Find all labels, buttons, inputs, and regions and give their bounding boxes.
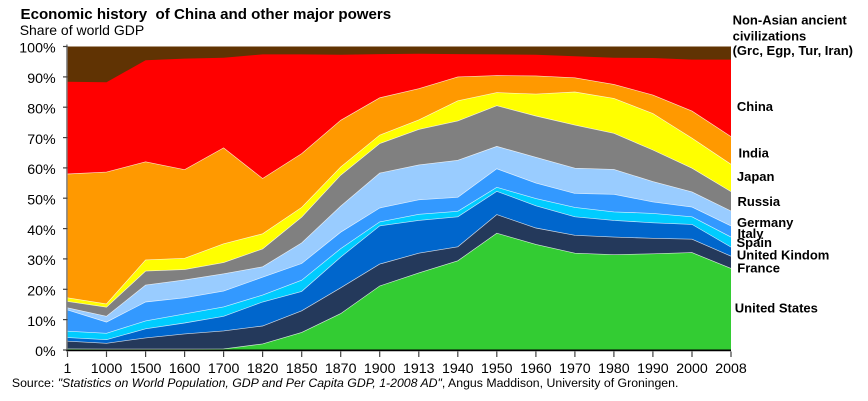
svg-text:1700: 1700 bbox=[208, 361, 240, 377]
svg-text:Source: "Statistics on World P: Source: "Statistics on World Population,… bbox=[12, 376, 679, 390]
svg-text:1820: 1820 bbox=[247, 361, 279, 377]
svg-text:1000: 1000 bbox=[91, 361, 123, 377]
svg-text:80%: 80% bbox=[27, 101, 56, 117]
svg-text:90%: 90% bbox=[27, 71, 56, 87]
svg-text:1: 1 bbox=[64, 361, 72, 377]
svg-text:40%: 40% bbox=[27, 223, 56, 239]
svg-text:70%: 70% bbox=[27, 132, 56, 148]
svg-text:Share of world GDP: Share of world GDP bbox=[20, 22, 145, 38]
svg-text:Non-Asian ancient: Non-Asian ancient bbox=[733, 13, 848, 28]
svg-text:1913: 1913 bbox=[403, 361, 435, 377]
svg-text:civilizations: civilizations bbox=[733, 28, 807, 43]
svg-text:1990: 1990 bbox=[637, 361, 669, 377]
svg-text:Spain: Spain bbox=[737, 235, 772, 250]
svg-text:60%: 60% bbox=[27, 162, 56, 178]
svg-text:United Kindom: United Kindom bbox=[737, 247, 829, 262]
svg-text:United States: United States bbox=[735, 301, 818, 316]
svg-text:India: India bbox=[739, 145, 770, 160]
svg-text:1500: 1500 bbox=[130, 361, 162, 377]
svg-text:2008: 2008 bbox=[715, 361, 747, 377]
svg-text:(Grc, Egp, Tur, Iran): (Grc, Egp, Tur, Iran) bbox=[733, 43, 853, 58]
svg-text:50%: 50% bbox=[27, 192, 56, 208]
svg-text:20%: 20% bbox=[27, 284, 56, 300]
svg-text:1870: 1870 bbox=[325, 361, 357, 377]
svg-text:France: France bbox=[737, 261, 780, 276]
svg-text:Germany: Germany bbox=[737, 215, 794, 230]
svg-text:1940: 1940 bbox=[442, 361, 474, 377]
svg-text:0%: 0% bbox=[35, 344, 56, 360]
svg-text:10%: 10% bbox=[27, 314, 56, 330]
svg-text:1600: 1600 bbox=[169, 361, 201, 377]
svg-text:2000: 2000 bbox=[676, 361, 708, 377]
svg-text:1970: 1970 bbox=[559, 361, 591, 377]
svg-text:1950: 1950 bbox=[481, 361, 513, 377]
svg-text:1980: 1980 bbox=[598, 361, 630, 377]
svg-text:100%: 100% bbox=[19, 41, 56, 57]
svg-text:1960: 1960 bbox=[520, 361, 552, 377]
svg-text:1900: 1900 bbox=[364, 361, 396, 377]
svg-text:Japan: Japan bbox=[737, 169, 775, 184]
svg-text:Italy: Italy bbox=[738, 226, 765, 241]
svg-text:1850: 1850 bbox=[286, 361, 318, 377]
svg-text:Economic history of China and: Economic history of China and other majo… bbox=[21, 6, 392, 23]
svg-text:Russia: Russia bbox=[738, 194, 781, 209]
svg-text:30%: 30% bbox=[27, 253, 56, 269]
svg-text:China: China bbox=[737, 99, 774, 114]
